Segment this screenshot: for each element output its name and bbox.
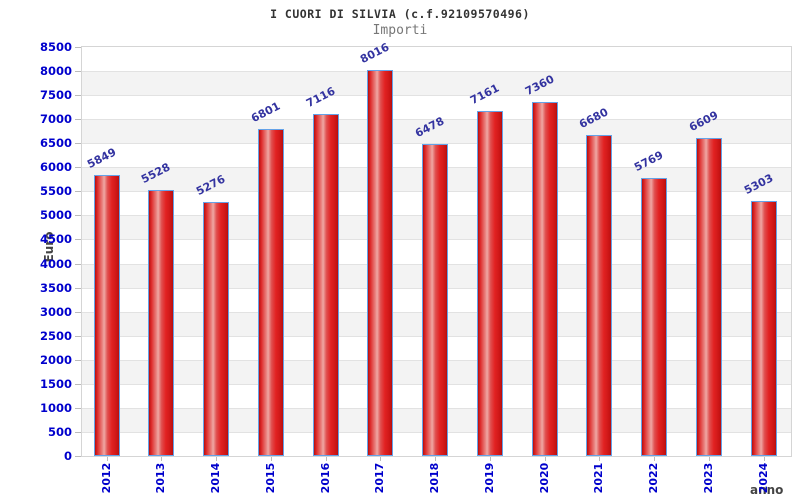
bar-2021	[586, 134, 613, 456]
bar-2013	[148, 190, 175, 456]
bar-2023	[695, 137, 722, 456]
y-tick-label: 3000	[39, 304, 72, 319]
x-tick-label: 2019	[482, 462, 496, 494]
x-tick-mark	[489, 457, 491, 461]
bar-2017	[367, 70, 394, 456]
chart-subtitle: Importi	[372, 23, 428, 38]
y-tick-label: 6000	[39, 160, 72, 175]
y-tick-mark	[75, 95, 81, 97]
bar-2012	[93, 174, 120, 456]
y-tick-label: 7500	[39, 88, 72, 103]
y-tick-mark	[75, 311, 81, 313]
y-tick-label: 0	[63, 449, 72, 463]
grid-band	[82, 119, 791, 144]
x-tick-mark	[763, 457, 765, 461]
y-tick-mark	[75, 143, 81, 145]
y-tick-mark	[75, 119, 81, 121]
x-tick-label: 2013	[154, 462, 168, 494]
x-tick-mark	[270, 457, 272, 461]
bar-2024	[750, 200, 777, 456]
y-tick-label: 8000	[39, 64, 72, 79]
bar-2020	[531, 101, 558, 456]
y-tick-label: 3500	[39, 280, 72, 295]
x-tick-label: 2022	[647, 462, 660, 494]
x-tick-mark	[325, 457, 327, 461]
y-tick-label: 1500	[39, 376, 72, 391]
y-tick-mark	[75, 167, 81, 169]
grid-band	[82, 71, 791, 96]
x-tick-mark	[599, 457, 601, 461]
y-tick-label: 2000	[39, 352, 72, 367]
y-tick-label: 2500	[39, 328, 72, 343]
x-tick-mark	[708, 457, 710, 461]
y-tick-mark	[75, 191, 81, 193]
bar-2014	[203, 202, 229, 456]
y-tick-label: 5000	[39, 208, 72, 223]
y-tick-mark	[75, 287, 81, 289]
x-tick-mark	[544, 457, 546, 461]
y-tick-label: 5500	[39, 184, 72, 199]
x-tick-label: 2024	[756, 462, 770, 494]
bar-2018	[422, 144, 448, 456]
y-tick-mark	[75, 47, 81, 48]
y-tick-mark	[75, 407, 81, 409]
bar-2019	[476, 111, 503, 456]
y-tick-mark	[75, 239, 81, 241]
gridline	[82, 143, 791, 145]
y-tick-label: 500	[47, 424, 72, 439]
y-tick-mark	[75, 215, 81, 217]
x-tick-label: 2023	[701, 462, 715, 494]
x-tick-label: 2018	[428, 462, 441, 494]
x-tick-label: 2014	[209, 462, 222, 494]
x-tick-label: 2015	[263, 462, 277, 494]
y-tick-mark	[75, 263, 81, 265]
y-tick-label: 4500	[39, 232, 72, 247]
grid-band	[82, 47, 791, 72]
gridline	[82, 95, 791, 97]
x-tick-mark	[216, 457, 217, 461]
x-tick-label: 2021	[592, 462, 606, 494]
x-tick-label: 2016	[318, 462, 332, 494]
x-tick-mark	[106, 457, 108, 461]
y-tick-label: 8500	[39, 40, 72, 54]
x-tick-mark	[161, 457, 163, 461]
y-tick-label: 1000	[39, 400, 72, 415]
y-tick-label: 7000	[39, 112, 72, 127]
x-tick-mark	[435, 457, 436, 461]
bar-2015	[257, 128, 284, 456]
bar-2022	[641, 178, 667, 456]
x-tick-label: 2020	[537, 462, 551, 494]
gridline	[82, 119, 791, 121]
bar-2016	[312, 113, 339, 456]
x-tick-label: 2017	[373, 462, 387, 494]
y-tick-mark	[75, 431, 81, 433]
y-tick-mark	[75, 71, 81, 73]
x-tick-mark	[654, 457, 655, 461]
grid-band	[82, 95, 791, 120]
y-tick-label: 4000	[39, 256, 72, 271]
y-tick-mark	[75, 383, 81, 385]
y-tick-label: 6500	[39, 136, 72, 151]
y-tick-mark	[75, 456, 81, 457]
chart-title: I CUORI DI SILVIA (c.f.92109570496)	[270, 7, 530, 21]
x-tick-label: 2012	[99, 462, 113, 494]
x-tick-mark	[380, 457, 382, 461]
x-axis-title: anno	[750, 483, 784, 497]
y-tick-mark	[75, 335, 81, 337]
gridline	[82, 71, 791, 73]
plot-area	[81, 46, 792, 457]
y-tick-mark	[75, 359, 81, 361]
